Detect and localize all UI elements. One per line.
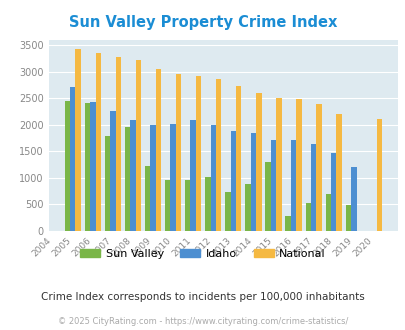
Text: © 2025 CityRating.com - https://www.cityrating.com/crime-statistics/: © 2025 CityRating.com - https://www.city… xyxy=(58,317,347,326)
Bar xyxy=(215,79,221,231)
Bar xyxy=(156,69,161,231)
Bar xyxy=(250,133,256,231)
Bar xyxy=(115,57,121,231)
Bar xyxy=(336,114,341,231)
Bar xyxy=(110,111,115,231)
Bar xyxy=(270,140,275,231)
Bar xyxy=(210,125,215,231)
Bar xyxy=(150,125,156,231)
Bar xyxy=(345,205,350,231)
Bar xyxy=(130,120,135,231)
Bar xyxy=(235,86,241,231)
Bar xyxy=(145,166,150,231)
Bar xyxy=(290,140,296,231)
Bar xyxy=(175,74,181,231)
Bar xyxy=(64,101,70,231)
Bar xyxy=(190,120,195,231)
Bar xyxy=(124,127,130,231)
Bar xyxy=(310,144,315,231)
Bar xyxy=(285,215,290,231)
Bar xyxy=(376,119,381,231)
Bar xyxy=(315,104,321,231)
Bar xyxy=(185,181,190,231)
Bar xyxy=(170,124,175,231)
Bar xyxy=(325,194,330,231)
Bar xyxy=(75,49,81,231)
Bar xyxy=(296,99,301,231)
Bar xyxy=(70,87,75,231)
Bar xyxy=(205,177,210,231)
Text: Crime Index corresponds to incidents per 100,000 inhabitants: Crime Index corresponds to incidents per… xyxy=(41,292,364,302)
Bar xyxy=(104,136,110,231)
Bar xyxy=(275,98,281,231)
Bar xyxy=(90,102,95,231)
Bar xyxy=(95,53,101,231)
Bar xyxy=(256,93,261,231)
Bar xyxy=(85,103,90,231)
Text: Sun Valley Property Crime Index: Sun Valley Property Crime Index xyxy=(68,15,337,30)
Bar xyxy=(164,180,170,231)
Bar xyxy=(265,162,270,231)
Bar xyxy=(305,203,310,231)
Bar xyxy=(225,192,230,231)
Bar xyxy=(195,76,201,231)
Legend: Sun Valley, Idaho, National: Sun Valley, Idaho, National xyxy=(75,245,330,263)
Bar xyxy=(245,184,250,231)
Bar xyxy=(350,167,356,231)
Bar xyxy=(230,131,235,231)
Bar xyxy=(330,153,336,231)
Bar xyxy=(135,60,141,231)
